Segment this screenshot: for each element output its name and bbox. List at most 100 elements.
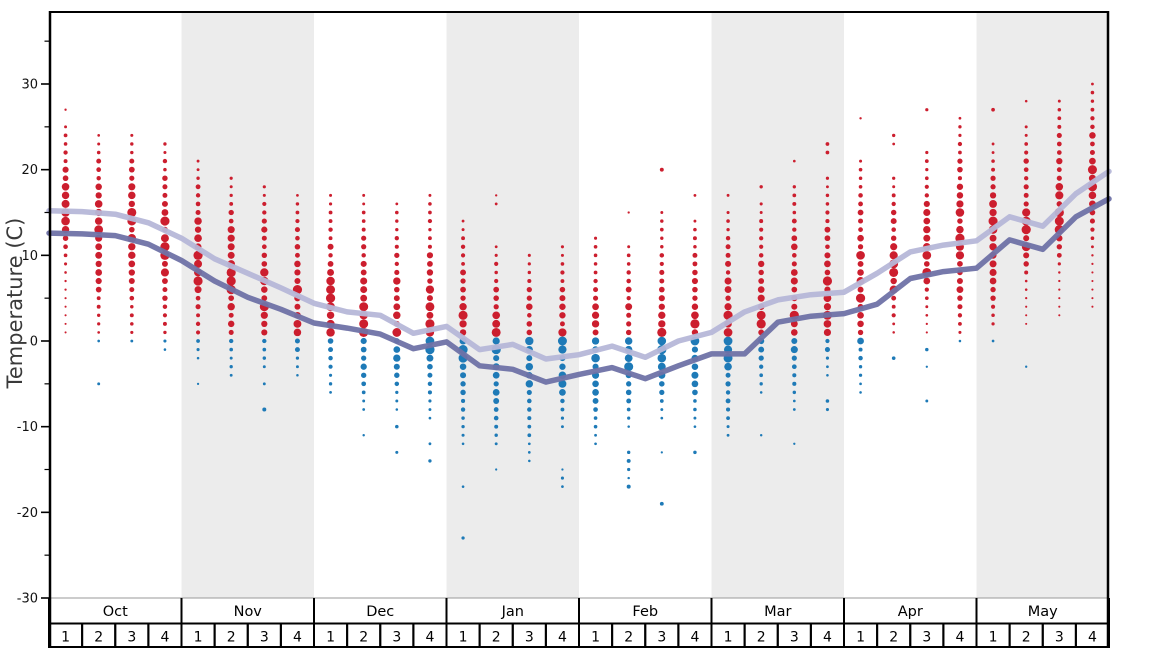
blue-temp-dot	[493, 415, 499, 421]
red-temp-dot	[759, 227, 764, 232]
red-temp-dot	[824, 260, 831, 268]
red-temp-dot	[988, 216, 998, 226]
red-temp-dot	[361, 253, 366, 258]
red-temp-dot	[97, 142, 101, 146]
red-temp-dot	[1057, 124, 1062, 129]
red-temp-dot	[1088, 191, 1097, 200]
red-temp-dot	[94, 225, 104, 234]
blue-temp-dot	[163, 348, 167, 351]
red-temp-dot	[95, 286, 102, 293]
red-temp-dot	[1024, 288, 1028, 291]
red-temp-dot	[659, 261, 664, 266]
red-temp-dot	[825, 244, 830, 250]
week-label: 1	[724, 630, 733, 646]
blue-temp-dot	[395, 390, 399, 395]
red-temp-dot	[1023, 192, 1029, 198]
red-temp-dot	[427, 218, 433, 224]
red-temp-dot	[262, 185, 266, 189]
red-temp-dot	[891, 227, 896, 232]
red-temp-dot	[889, 267, 899, 277]
red-temp-dot	[425, 285, 435, 294]
blue-temp-dot	[725, 390, 731, 395]
blue-temp-dot	[427, 381, 433, 387]
week-label: 4	[1088, 630, 1097, 646]
red-temp-dot	[96, 304, 101, 309]
red-temp-dot	[426, 311, 434, 319]
red-temp-dot	[459, 303, 467, 311]
red-temp-dot	[560, 253, 564, 257]
red-temp-dot	[361, 235, 367, 241]
blue-temp-dot	[759, 373, 764, 378]
blue-temp-dot	[560, 476, 564, 480]
red-temp-dot	[790, 277, 798, 285]
red-temp-dot	[61, 191, 70, 200]
red-temp-dot	[494, 202, 498, 206]
red-temp-dot	[759, 185, 763, 189]
red-temp-dot	[858, 193, 863, 198]
red-temp-dot	[394, 286, 400, 293]
red-temp-dot	[260, 311, 268, 319]
red-temp-dot	[461, 228, 465, 232]
blue-temp-dot	[526, 389, 532, 395]
red-temp-dot	[593, 270, 598, 275]
blue-temp-dot	[527, 451, 531, 454]
red-temp-dot	[394, 236, 399, 241]
blue-temp-dot	[627, 467, 631, 472]
blue-temp-dot	[624, 354, 633, 363]
red-temp-dot	[492, 319, 501, 328]
red-temp-dot	[228, 218, 234, 224]
red-temp-dot	[194, 226, 202, 233]
blue-temp-dot	[726, 425, 730, 429]
red-temp-dot	[857, 269, 864, 276]
red-temp-dot	[626, 270, 631, 275]
blue-temp-dot	[560, 407, 565, 412]
red-temp-dot	[991, 107, 995, 112]
blue-temp-dot	[790, 346, 798, 354]
red-temp-dot	[1090, 90, 1095, 95]
red-temp-dot	[63, 142, 68, 146]
red-temp-dot	[195, 209, 201, 216]
red-temp-dot	[925, 313, 929, 317]
red-temp-dot	[757, 294, 765, 302]
red-temp-dot	[63, 133, 68, 138]
red-temp-dot	[855, 293, 866, 303]
red-temp-dot	[825, 142, 830, 146]
red-temp-dot	[858, 176, 863, 180]
red-temp-dot	[791, 303, 798, 310]
blue-temp-dot	[428, 399, 432, 403]
blue-temp-dot	[625, 389, 632, 396]
red-temp-dot	[1056, 175, 1062, 181]
red-temp-dot	[393, 277, 401, 285]
red-temp-dot	[559, 321, 565, 327]
red-temp-dot	[892, 185, 896, 189]
red-temp-dot	[560, 245, 564, 249]
red-temp-dot	[791, 286, 798, 293]
red-temp-dot	[757, 286, 765, 293]
red-temp-dot	[294, 303, 301, 310]
red-temp-dot	[64, 108, 67, 111]
blue-temp-dot	[560, 416, 565, 420]
blue-temp-dot	[693, 416, 697, 420]
red-temp-dot	[97, 134, 101, 137]
red-temp-dot	[725, 236, 731, 241]
red-temp-dot	[825, 150, 830, 155]
red-temp-dot	[1091, 305, 1094, 308]
red-temp-dot	[128, 183, 136, 191]
red-temp-dot	[957, 295, 963, 301]
blue-temp-dot	[825, 338, 830, 344]
red-temp-dot	[858, 218, 864, 224]
red-temp-dot	[96, 167, 102, 173]
red-temp-dot	[957, 141, 963, 147]
red-temp-dot	[460, 244, 466, 249]
red-temp-dot	[625, 303, 633, 311]
red-temp-dot	[130, 150, 134, 155]
red-temp-dot	[891, 295, 897, 301]
blue-temp-dot	[362, 434, 365, 437]
blue-temp-dot	[527, 433, 532, 438]
red-temp-dot	[294, 227, 300, 233]
blue-temp-dot	[660, 451, 663, 454]
red-temp-dot	[460, 269, 467, 276]
red-temp-dot	[295, 252, 300, 258]
month-band	[181, 11, 314, 598]
blue-temp-dot	[528, 459, 531, 463]
